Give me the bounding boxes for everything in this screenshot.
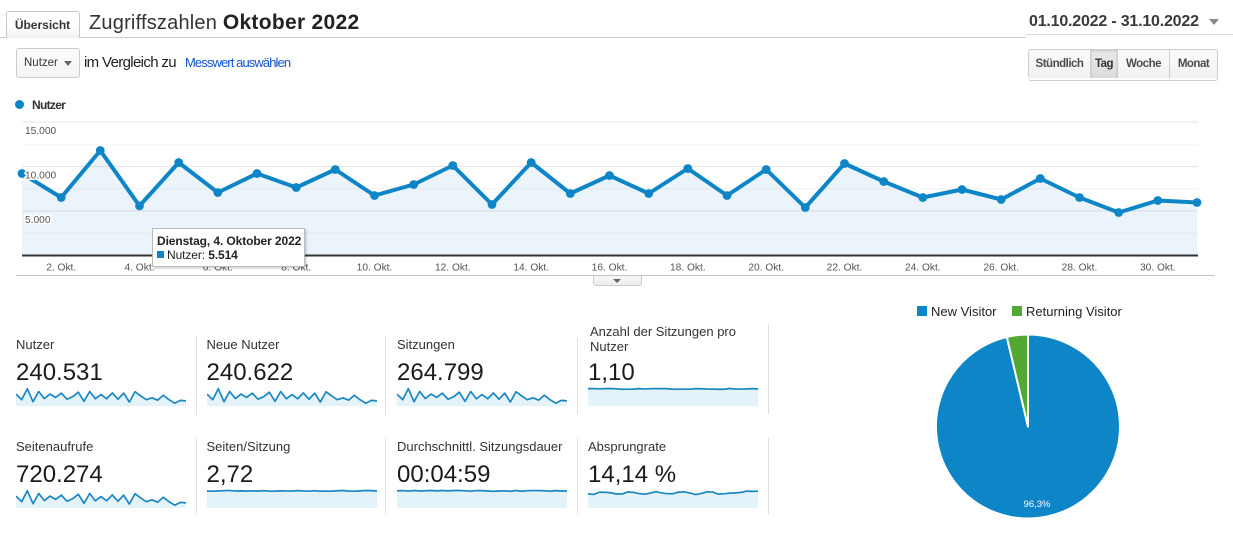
svg-text:10.000: 10.000: [25, 170, 56, 181]
svg-text:6. Okt.: 6. Okt.: [203, 263, 233, 274]
svg-text:5.000: 5.000: [25, 215, 51, 226]
svg-text:14. Okt.: 14. Okt.: [513, 263, 549, 274]
svg-text:22. Okt.: 22. Okt.: [827, 263, 863, 274]
svg-text:15.000: 15.000: [25, 126, 56, 137]
svg-text:10. Okt.: 10. Okt.: [357, 263, 393, 274]
svg-text:16. Okt.: 16. Okt.: [592, 263, 628, 274]
svg-text:8. Okt.: 8. Okt.: [281, 263, 311, 274]
svg-text:4. Okt.: 4. Okt.: [124, 263, 154, 274]
svg-text:28. Okt.: 28. Okt.: [1062, 263, 1098, 274]
svg-text:30. Okt.: 30. Okt.: [1140, 263, 1176, 274]
svg-text:12. Okt.: 12. Okt.: [435, 263, 471, 274]
svg-text:2. Okt.: 2. Okt.: [46, 263, 76, 274]
svg-text:20. Okt.: 20. Okt.: [748, 263, 784, 274]
svg-text:24. Okt.: 24. Okt.: [905, 263, 941, 274]
svg-text:26. Okt.: 26. Okt.: [983, 263, 1019, 274]
svg-text:18. Okt.: 18. Okt.: [670, 263, 706, 274]
svg-text:96,3%: 96,3%: [1024, 499, 1051, 510]
